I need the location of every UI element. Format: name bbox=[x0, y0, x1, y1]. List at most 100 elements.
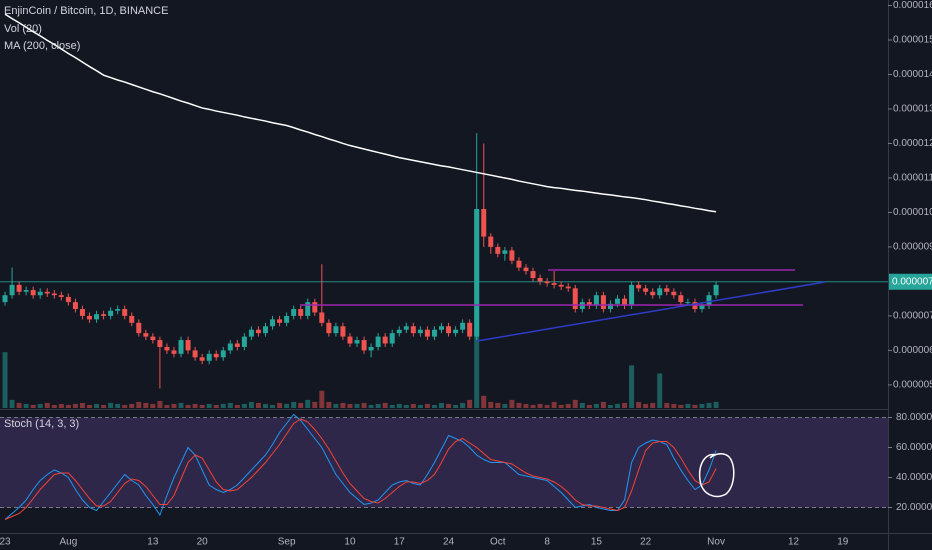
candle-body bbox=[9, 284, 15, 296]
volume-bar bbox=[453, 404, 459, 408]
candle-body bbox=[488, 236, 494, 247]
candle-body bbox=[206, 353, 212, 361]
volume-bar bbox=[403, 404, 409, 408]
chart-title: EnjinCoin / Bitcoin, 1D, BINANCE bbox=[4, 5, 168, 17]
volume-bar bbox=[171, 403, 177, 408]
volume-bar bbox=[354, 403, 360, 408]
candle-body bbox=[368, 346, 374, 351]
candle-body bbox=[361, 340, 367, 351]
candle-body bbox=[607, 303, 613, 310]
volume-bar bbox=[101, 404, 107, 408]
candle-body bbox=[263, 326, 268, 334]
x-tick-label: 17 bbox=[394, 537, 406, 548]
volume-bar bbox=[220, 403, 226, 408]
volume-bar bbox=[544, 404, 550, 408]
stoch-tick-label: 60.0000 bbox=[896, 442, 932, 453]
stoch-line bbox=[4, 418, 717, 520]
y-tick-label: 0.00001300 bbox=[893, 104, 932, 115]
candle-body bbox=[213, 353, 219, 358]
volume-bar bbox=[51, 404, 57, 408]
candle-body bbox=[678, 295, 684, 303]
candle-body bbox=[312, 302, 318, 313]
volume-bar bbox=[664, 402, 670, 408]
volume-bar bbox=[213, 404, 219, 408]
candle-body bbox=[58, 295, 64, 297]
candle-body bbox=[23, 290, 29, 292]
last-price-box bbox=[889, 273, 932, 290]
volume-bar bbox=[685, 403, 691, 408]
candle-body bbox=[586, 302, 592, 306]
y-tick-label: 0.00000500 bbox=[893, 380, 932, 391]
volume-bar bbox=[431, 404, 437, 408]
candle-body bbox=[305, 302, 311, 316]
drawings bbox=[300, 269, 826, 498]
volume-bar bbox=[248, 401, 254, 408]
volume-bar bbox=[361, 402, 367, 408]
volume-bar bbox=[277, 402, 283, 408]
volume-bar bbox=[537, 403, 543, 408]
volume-bar bbox=[143, 402, 149, 408]
x-tick-label: 10 bbox=[344, 537, 356, 548]
volume-bar bbox=[586, 404, 592, 408]
candle-body bbox=[572, 288, 578, 310]
x-tick-label: Aug bbox=[59, 537, 77, 548]
x-tick-label: Nov bbox=[707, 537, 725, 548]
candle-body bbox=[30, 290, 36, 296]
candle-body bbox=[65, 296, 71, 303]
volume-bar bbox=[115, 403, 121, 408]
candle-body bbox=[51, 293, 57, 296]
candle-body bbox=[664, 288, 670, 292]
y-tick-label: 0.00001400 bbox=[893, 69, 932, 80]
volume-bar bbox=[488, 401, 494, 408]
x-tick-label: Sep bbox=[278, 537, 296, 548]
candle-body bbox=[298, 309, 304, 316]
candle-body bbox=[199, 357, 205, 361]
candle-body bbox=[474, 209, 480, 337]
volume-bar bbox=[284, 403, 290, 408]
candle-body bbox=[446, 326, 452, 334]
volume-bar bbox=[629, 365, 635, 408]
volume-bar bbox=[692, 404, 698, 408]
volume-bar bbox=[467, 399, 473, 408]
volume-bar bbox=[699, 403, 705, 408]
candle-body bbox=[94, 314, 100, 320]
stoch-legend: Stoch (14, 3, 3) bbox=[4, 418, 79, 430]
candle-body bbox=[164, 346, 170, 351]
candle-body bbox=[544, 281, 550, 284]
volume-bar bbox=[65, 404, 71, 408]
volume-bar bbox=[270, 404, 276, 408]
candle-body bbox=[115, 309, 121, 311]
volume-bar bbox=[298, 402, 304, 408]
candle-body bbox=[44, 291, 50, 294]
candle-body bbox=[671, 291, 677, 296]
x-tick-label: Oct bbox=[490, 537, 506, 548]
volume-bar bbox=[291, 401, 297, 408]
stoch-tick-label: 40.0000 bbox=[896, 472, 932, 483]
volume-bar bbox=[347, 403, 353, 408]
candle-body bbox=[178, 340, 184, 354]
volume-bar bbox=[122, 404, 128, 408]
candle-body bbox=[699, 305, 705, 310]
x-tick-label: 23 bbox=[0, 537, 11, 548]
candle-body bbox=[171, 350, 177, 354]
candle-body bbox=[220, 350, 226, 358]
candle-body bbox=[431, 329, 437, 337]
candle-body bbox=[129, 315, 135, 323]
candle-body bbox=[516, 260, 522, 268]
volume-bar bbox=[460, 402, 466, 408]
x-tick-label: 15 bbox=[591, 537, 603, 548]
volume-bar bbox=[446, 403, 452, 408]
hand-drawn-circle bbox=[698, 453, 735, 498]
y-tick-label: 0.00001200 bbox=[893, 138, 932, 149]
candle-body bbox=[354, 340, 360, 344]
y-tick-label: 0.00000700 bbox=[893, 311, 932, 322]
volume-bar bbox=[30, 404, 36, 408]
candle-body bbox=[87, 315, 92, 320]
stoch-tick-label: 20.0000 bbox=[896, 502, 932, 513]
volume-bar bbox=[622, 402, 628, 408]
stoch-line bbox=[4, 413, 717, 520]
candle-body bbox=[650, 291, 656, 296]
candle-body bbox=[340, 326, 346, 337]
